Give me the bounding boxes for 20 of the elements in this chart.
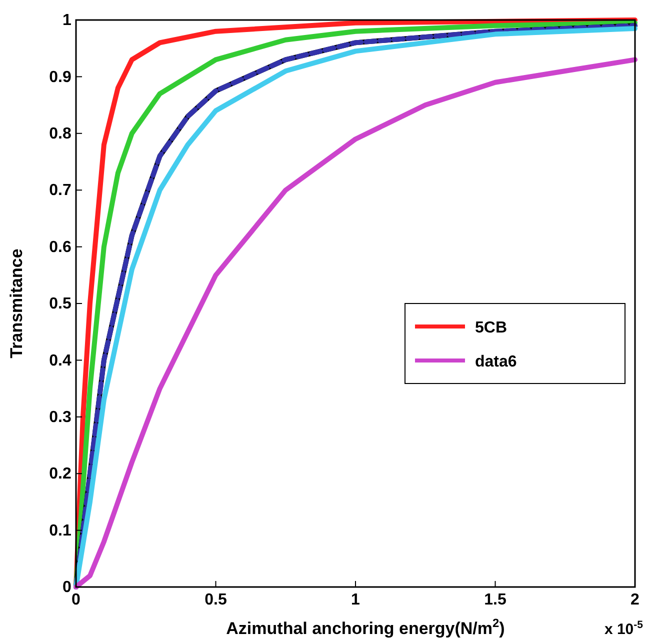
y-tick-label: 0.7 [49, 182, 72, 200]
legend-label: data6 [475, 354, 517, 370]
y-tick-label: 1 [62, 12, 72, 30]
y-tick-label: 0.1 [49, 522, 72, 540]
legend-label: 5CB [475, 320, 508, 336]
x-tick-label: 2 [630, 591, 640, 608]
y-tick-label: 0.8 [49, 126, 72, 143]
x-tick-label: 1 [351, 591, 360, 608]
y-axis-title: Transmitance [7, 248, 26, 358]
x-tick-label: 1.5 [484, 591, 506, 608]
y-tick-label: 0.3 [49, 409, 72, 426]
y-tick-label: 0.2 [49, 466, 72, 483]
text: x 10$^{-5}$ [604, 619, 644, 638]
y-tick-label: 0.5 [49, 296, 72, 313]
x-tick-label: 0.5 [204, 591, 227, 608]
y-tick-label: 0.6 [49, 238, 72, 256]
y-tick-label: 0.4 [49, 352, 72, 370]
y-tick-label: 0.9 [49, 68, 72, 86]
x-axis-title: Azimuthal anchoring energy(N/m$^{2}$) [226, 616, 505, 638]
y-tick-label: 0 [62, 579, 72, 596]
